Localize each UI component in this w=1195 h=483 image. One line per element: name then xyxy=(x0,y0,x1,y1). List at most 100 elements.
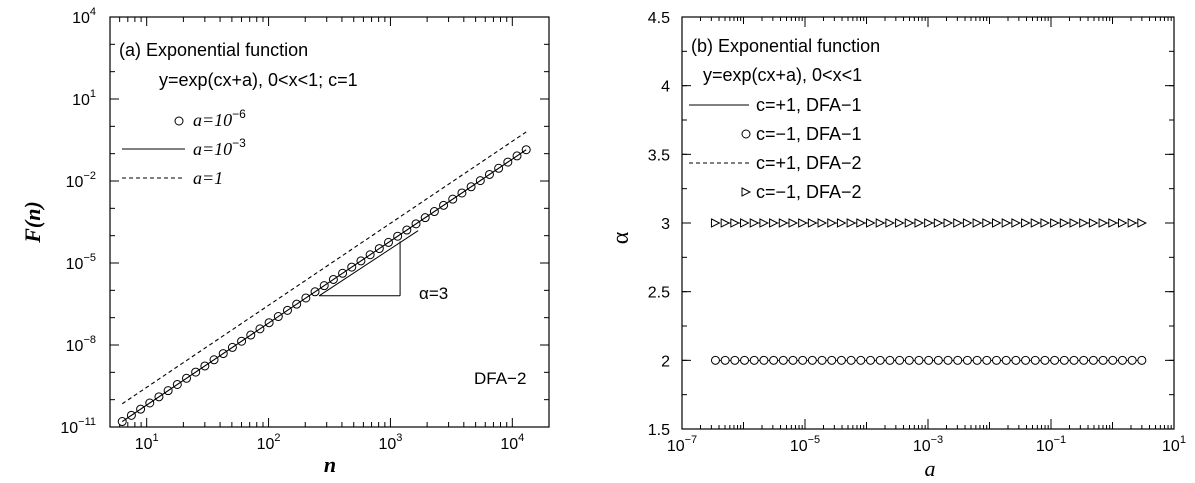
series-point-b-23 xyxy=(933,355,943,365)
series-point-b-2 xyxy=(730,355,740,365)
y-tick-label-b-5: 4 xyxy=(661,79,670,96)
series-point-b-37 xyxy=(1069,355,1079,365)
series-triangle-b-9 xyxy=(798,218,808,228)
series-triangle-b-35 xyxy=(1050,218,1060,228)
series-point-b-22 xyxy=(924,355,934,365)
series-point-b-0 xyxy=(710,355,720,365)
series-triangle-b-31 xyxy=(1011,218,1021,228)
series-triangle-b-21 xyxy=(914,218,925,228)
series-point-b-21 xyxy=(914,355,924,365)
series-point-b-9 xyxy=(798,355,808,365)
series-triangle-b-26 xyxy=(962,218,973,228)
series-point-b-29 xyxy=(991,355,1001,365)
legend-marker-triangle-b xyxy=(741,187,752,197)
series-triangle-b-4 xyxy=(749,218,760,228)
axis-ticks-b xyxy=(681,16,1174,430)
series-triangle-b-7 xyxy=(778,218,789,228)
series-triangle-b-42 xyxy=(1117,218,1128,228)
plot-frame-a xyxy=(109,16,550,428)
series-triangle-b-22 xyxy=(924,218,934,228)
series-group-a xyxy=(117,131,531,427)
x-tick-label-b-2: 10−3 xyxy=(913,434,943,455)
y-tick-label-b-3: 3 xyxy=(661,216,670,233)
series-triangle-b-17 xyxy=(875,218,886,228)
series-point-b-19 xyxy=(895,355,905,365)
series-triangle-b-43 xyxy=(1127,218,1138,228)
series-point-b-28 xyxy=(982,355,992,365)
y-tick-label-b-2: 2.5 xyxy=(648,285,670,302)
method-annotation: DFA−2 xyxy=(474,369,526,388)
series-triangle-b-32 xyxy=(1021,218,1031,228)
series-point-b-31 xyxy=(1011,355,1021,365)
series-point-b-4 xyxy=(749,355,759,365)
series-point-b-26 xyxy=(962,355,972,365)
series-point-b-33 xyxy=(1030,355,1040,365)
series-point-b-24 xyxy=(943,355,953,365)
tick-labels-b: 10−7 10−5 10−3 10−1 101 1.5 2 2.5 3 3.5 4 4.5 xyxy=(648,10,1186,455)
legend-a: (a) Exponential function y=exp(cx+a), 0<… xyxy=(119,40,358,188)
x-tick-label-b-0: 10−7 xyxy=(667,434,697,455)
legend-subtitle-b: y=exp(cx+a), 0<x<1 xyxy=(703,65,862,85)
series-triangle-b-5 xyxy=(759,218,770,228)
legend-title-b: (b) Exponential function xyxy=(691,36,880,56)
series-triangle-b-13 xyxy=(836,218,847,228)
series-triangle-b-30 xyxy=(1001,218,1012,228)
y-tick-label-a-5: 104 xyxy=(72,6,96,27)
legend-marker-circle-a xyxy=(174,116,184,126)
series-point-b-39 xyxy=(1088,355,1098,365)
x-tick-label-a-2: 103 xyxy=(378,432,402,453)
series-triangle-b-25 xyxy=(953,218,963,228)
slope-label: α=3 xyxy=(419,284,448,303)
series-triangle-b-24 xyxy=(943,218,954,228)
legend-entry-b-4: c=−1, DFA−2 xyxy=(756,182,862,202)
series-point-b-6 xyxy=(769,355,779,365)
series-triangle-b-27 xyxy=(972,218,983,228)
series-point-b-43 xyxy=(1127,355,1137,365)
series-triangle-b-23 xyxy=(933,218,944,228)
series-triangle-b-14 xyxy=(846,218,857,228)
y-tick-label-a-0: 10−11 xyxy=(60,416,96,437)
series-triangle-b-16 xyxy=(866,218,876,228)
tick-labels-a: 101 102 103 104 10−11 10−8 10−5 10−2 101 104 xyxy=(60,6,524,453)
series-triangle-b-0 xyxy=(710,218,721,228)
series-triangle-b-34 xyxy=(1040,218,1051,228)
x-tick-label-b-4: 101 xyxy=(1162,434,1186,455)
series-point-b-10 xyxy=(807,355,817,365)
y-tick-label-b-1: 2 xyxy=(661,353,670,370)
series-point-b-18 xyxy=(885,355,895,365)
series-triangle-b-33 xyxy=(1030,218,1041,228)
series-point-b-34 xyxy=(1040,355,1050,365)
series-point-b-11 xyxy=(817,355,827,365)
series-point-b-16 xyxy=(866,355,876,365)
x-tick-label-a-1: 102 xyxy=(257,432,281,453)
series-triangle-b-29 xyxy=(991,218,1002,228)
series-triangle-b-10 xyxy=(807,218,818,228)
series-point-b-5 xyxy=(759,355,769,365)
series-point-b-32 xyxy=(1021,355,1031,365)
series-point-b-25 xyxy=(953,355,963,365)
series-triangle-b-20 xyxy=(904,218,915,228)
legend-title-a: (a) Exponential function xyxy=(119,40,308,60)
series-point-b-38 xyxy=(1079,355,1089,365)
x-axis-label-a: n xyxy=(324,452,336,477)
series-point-b-14 xyxy=(846,355,856,365)
legend-entry-a-2: a=10−3 xyxy=(193,136,246,159)
series-triangle-b-8 xyxy=(788,218,799,228)
series-point-b-36 xyxy=(1059,355,1069,365)
series-triangle-b-38 xyxy=(1079,218,1089,228)
series-triangle-b-37 xyxy=(1069,218,1080,228)
x-tick-label-a-0: 101 xyxy=(135,432,159,453)
series-point-b-35 xyxy=(1050,355,1060,365)
series-point-b-44 xyxy=(1137,355,1147,365)
legend-b: (b) Exponential function y=exp(cx+a), 0<… xyxy=(689,36,880,202)
series-triangle-b-28 xyxy=(982,218,992,228)
series-point-b-13 xyxy=(836,355,846,365)
series-triangle-b-40 xyxy=(1098,218,1109,228)
legend-subtitle-a: y=exp(cx+a), 0<x<1; c=1 xyxy=(159,70,358,90)
series-point-b-1 xyxy=(720,355,730,365)
legend-entry-a-3: a=1 xyxy=(193,168,223,188)
legend-marker-circle-b xyxy=(741,129,751,139)
axis-ticks-a xyxy=(109,16,550,428)
panel-b: 10−7 10−5 10−3 10−1 101 1.5 2 2.5 3 3.5 4 4.5 (b) E… xyxy=(608,10,1186,481)
